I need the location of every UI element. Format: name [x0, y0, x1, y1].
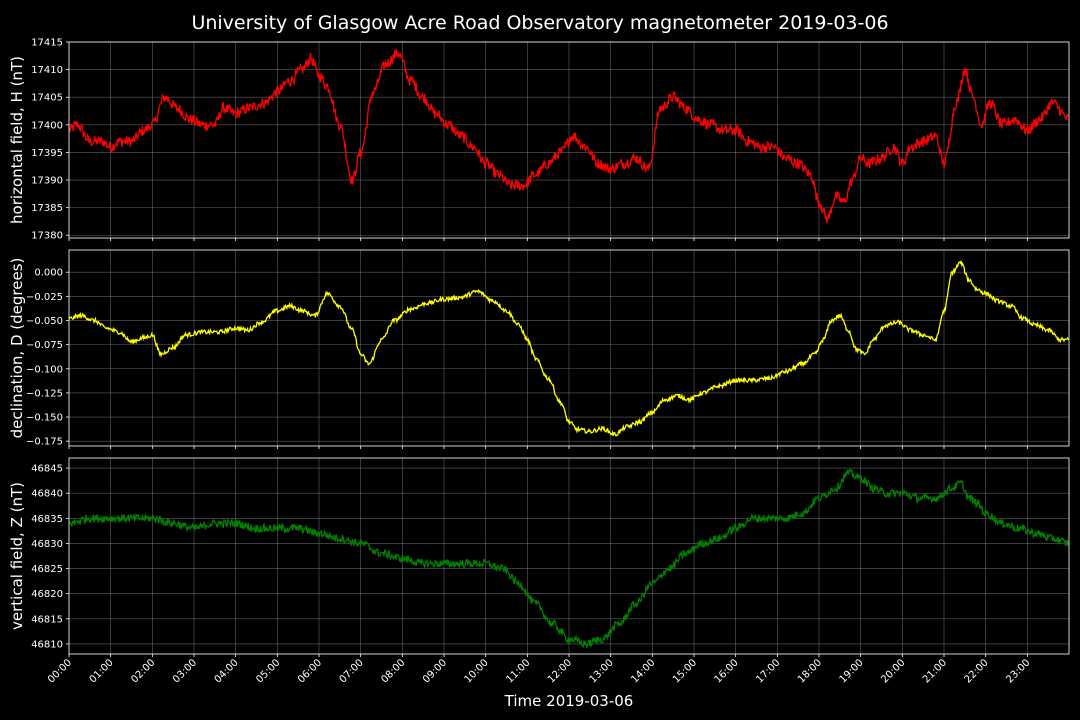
series-line-3 [68, 468, 1070, 650]
y-axis-label: declination, D (degrees) [8, 258, 26, 439]
x-tick-label: 00:00 [46, 657, 74, 685]
y-tick-label: −0.150 [26, 413, 63, 424]
y-tick-label: 46825 [31, 564, 63, 575]
x-tick-label: 03:00 [171, 657, 199, 685]
y-tick-label: 17380 [31, 231, 63, 242]
x-tick-label: 19:00 [838, 657, 866, 685]
plot-frame [68, 249, 1070, 447]
x-tick-label: 12:00 [546, 657, 574, 685]
y-tick-label: −0.025 [26, 292, 63, 303]
y-tick-label: 46820 [31, 589, 63, 600]
x-tick-label: 01:00 [88, 657, 116, 685]
chart-title: University of Glasgow Acre Road Observat… [191, 12, 888, 34]
x-tick-label: 14:00 [629, 657, 657, 685]
panels: 17380 17385 17390 17395 17400 17405 17410 17415… [8, 38, 1070, 686]
x-tick-label: 17:00 [754, 657, 782, 685]
y-tick-label: 46830 [31, 539, 63, 550]
y-tick-label: 0.000 [34, 268, 63, 279]
panel-1: 17380 17385 17390 17395 17400 17405 17410 17415… [8, 38, 1070, 242]
x-tick-label: 10:00 [463, 657, 491, 685]
y-tick-label: 17390 [31, 176, 63, 187]
x-tick-label: 11:00 [504, 657, 532, 685]
y-tick-label: 46815 [31, 614, 63, 625]
y-tick-label: −0.075 [26, 340, 63, 351]
y-tick-label: 17405 [31, 93, 63, 104]
x-tick-label: 18:00 [796, 657, 824, 685]
y-tick-label: 17395 [31, 148, 63, 159]
x-tick-label: 08:00 [379, 657, 407, 685]
x-axis-label: Time 2019-03-06 [504, 692, 634, 710]
panel-2: 0.000 −0.025 −0.050 −0.075 −0.100 −0.125 −0.15… [8, 249, 1070, 449]
y-axis-label: horizontal field, H (nT) [8, 56, 26, 224]
y-tick-label: 46810 [31, 639, 63, 650]
x-tick-label: 05:00 [254, 657, 282, 685]
x-tick-label: 20:00 [879, 657, 907, 685]
series-line-1 [68, 48, 1069, 224]
y-tick-label: 46845 [31, 464, 63, 475]
y-tick-label: −0.125 [26, 388, 63, 399]
panel-3: 46810 46815 46820 46825 46830 46835 46840 46845… [8, 457, 1070, 686]
y-tick-label: −0.050 [26, 316, 63, 327]
x-tick-label: 04:00 [213, 657, 241, 685]
plot-frame [68, 457, 1070, 655]
y-tick-label: 17400 [31, 120, 63, 131]
x-tick-label: 22:00 [963, 657, 991, 685]
series-line-2 [68, 260, 1070, 437]
x-tick-label: 16:00 [713, 657, 741, 685]
y-tick-label: 17410 [31, 65, 63, 76]
x-tick-label: 21:00 [921, 657, 949, 685]
x-tick-label: 06:00 [296, 657, 324, 685]
y-tick-label: −0.175 [26, 437, 63, 448]
y-tick-label: 46835 [31, 514, 63, 525]
x-tick-label: 07:00 [338, 657, 366, 685]
x-tick-label: 02:00 [129, 657, 157, 685]
x-tick-label: 13:00 [588, 657, 616, 685]
x-tick-label: 23:00 [1004, 657, 1032, 685]
y-axis-label: vertical field, Z (nT) [8, 482, 26, 630]
y-tick-label: 17415 [31, 38, 63, 49]
y-tick-label: −0.100 [26, 364, 63, 375]
plot-frame [68, 41, 1070, 239]
y-tick-label: 46840 [31, 489, 63, 500]
x-tick-label: 09:00 [421, 657, 449, 685]
y-tick-label: 17385 [31, 203, 63, 214]
x-tick-label: 15:00 [671, 657, 699, 685]
